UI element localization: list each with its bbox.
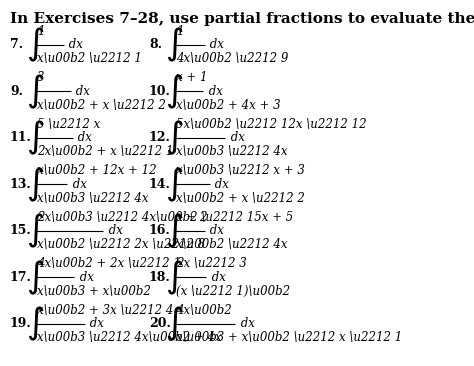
Text: x\u00b2 \u2212 1: x\u00b2 \u2212 1 xyxy=(37,52,142,65)
Text: x\u00b3 + x\u00b2: x\u00b3 + x\u00b2 xyxy=(37,285,151,298)
Text: 4x\u00b2: 4x\u00b2 xyxy=(176,304,232,317)
Text: $\int$: $\int$ xyxy=(26,212,44,250)
Text: 16.: 16. xyxy=(149,224,171,238)
Text: dx: dx xyxy=(211,178,229,191)
Text: 19.: 19. xyxy=(10,317,32,330)
Text: $\int$: $\int$ xyxy=(164,258,183,296)
Text: $\int$: $\int$ xyxy=(164,119,183,157)
Text: x\u00b3 + x\u00b2 \u2212 x \u2212 1: x\u00b3 + x\u00b2 \u2212 x \u2212 1 xyxy=(176,331,402,344)
Text: 7.: 7. xyxy=(10,38,23,52)
Text: $\int$: $\int$ xyxy=(26,72,44,111)
Text: x + 1: x + 1 xyxy=(176,71,207,84)
Text: 15.: 15. xyxy=(10,224,32,238)
Text: x\u00b2 + x \u2212 2: x\u00b2 + x \u2212 2 xyxy=(37,99,166,112)
Text: 2x\u00b2 + x \u2212 1: 2x\u00b2 + x \u2212 1 xyxy=(37,145,173,158)
Text: (x \u2212 1)\u00b2: (x \u2212 1)\u00b2 xyxy=(176,285,290,298)
Text: 4x\u00b2 \u2212 9: 4x\u00b2 \u2212 9 xyxy=(176,52,288,65)
Text: x\u00b3 \u2212 4x\u00b2 + 4x: x\u00b3 \u2212 4x\u00b2 + 4x xyxy=(37,331,221,344)
Text: dx: dx xyxy=(237,317,255,330)
Text: $\int$: $\int$ xyxy=(164,72,183,111)
Text: x\u00b2 + 4x + 3: x\u00b2 + 4x + 3 xyxy=(176,99,281,112)
Text: x\u00b3 \u2212 4x: x\u00b3 \u2212 4x xyxy=(37,192,148,205)
Text: 1: 1 xyxy=(176,25,183,38)
Text: dx: dx xyxy=(65,38,83,52)
Text: 10.: 10. xyxy=(149,85,171,98)
Text: $\int$: $\int$ xyxy=(26,26,44,64)
Text: 13.: 13. xyxy=(10,178,32,191)
Text: 18.: 18. xyxy=(149,271,171,284)
Text: 2x\u00b3 \u2212 4x\u00b2 \u2212 15x + 5: 2x\u00b3 \u2212 4x\u00b2 \u2212 15x + 5 xyxy=(37,211,293,224)
Text: 1: 1 xyxy=(37,25,45,38)
Text: 20.: 20. xyxy=(149,317,171,330)
Text: 3: 3 xyxy=(37,71,45,84)
Text: $\int$: $\int$ xyxy=(164,165,183,203)
Text: $\int$: $\int$ xyxy=(164,305,183,343)
Text: 14.: 14. xyxy=(149,178,171,191)
Text: $\int$: $\int$ xyxy=(26,258,44,296)
Text: dx: dx xyxy=(76,271,93,284)
Text: x\u00b2 + 12x + 12: x\u00b2 + 12x + 12 xyxy=(37,164,156,177)
Text: 8.: 8. xyxy=(149,38,162,52)
Text: In Exercises 7–28, use partial fractions to evaluate the integral.: In Exercises 7–28, use partial fractions… xyxy=(10,12,474,26)
Text: dx: dx xyxy=(73,85,90,98)
Text: dx: dx xyxy=(206,38,224,52)
Text: $\int$: $\int$ xyxy=(26,165,44,203)
Text: dx: dx xyxy=(105,224,122,238)
Text: x\u00b2 + 3x \u2212 4: x\u00b2 + 3x \u2212 4 xyxy=(37,304,173,317)
Text: 4x\u00b2 + 2x \u2212 1: 4x\u00b2 + 2x \u2212 1 xyxy=(37,257,181,270)
Text: x\u00b3 \u2212 4x: x\u00b3 \u2212 4x xyxy=(176,145,287,158)
Text: dx: dx xyxy=(208,271,226,284)
Text: x\u00b3 \u2212 x + 3: x\u00b3 \u2212 x + 3 xyxy=(176,164,305,177)
Text: x\u00b2 + x \u2212 2: x\u00b2 + x \u2212 2 xyxy=(176,192,305,205)
Text: $\int$: $\int$ xyxy=(164,212,183,250)
Text: $\int$: $\int$ xyxy=(164,26,183,64)
Text: 17.: 17. xyxy=(10,271,32,284)
Text: $\int$: $\int$ xyxy=(26,119,44,157)
Text: dx: dx xyxy=(204,85,222,98)
Text: dx: dx xyxy=(69,178,87,191)
Text: 11.: 11. xyxy=(10,131,32,145)
Text: 5 \u2212 x: 5 \u2212 x xyxy=(37,117,100,131)
Text: $\int$: $\int$ xyxy=(26,305,44,343)
Text: x\u00b2 \u2212 2x \u2212 8: x\u00b2 \u2212 2x \u2212 8 xyxy=(37,238,205,251)
Text: dx: dx xyxy=(206,224,224,238)
Text: dx: dx xyxy=(86,317,104,330)
Text: x + 2: x + 2 xyxy=(176,211,207,224)
Text: dx: dx xyxy=(227,131,245,145)
Text: 9.: 9. xyxy=(10,85,23,98)
Text: 2x \u2212 3: 2x \u2212 3 xyxy=(176,257,246,270)
Text: 12.: 12. xyxy=(149,131,171,145)
Text: x\u00b2 \u2212 4x: x\u00b2 \u2212 4x xyxy=(176,238,287,251)
Text: dx: dx xyxy=(74,131,92,145)
Text: 5x\u00b2 \u2212 12x \u2212 12: 5x\u00b2 \u2212 12x \u2212 12 xyxy=(176,117,366,131)
